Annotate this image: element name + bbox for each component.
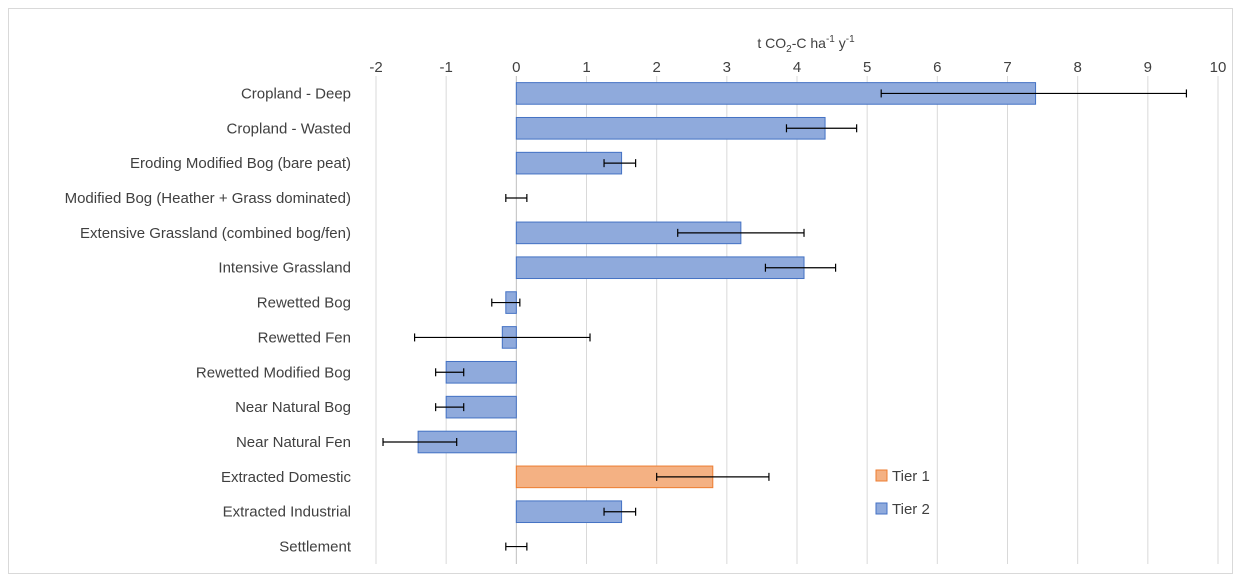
legend-swatch — [875, 502, 888, 515]
x-axis-label-sub: 2 — [786, 44, 792, 55]
category-label: Near Natural Bog — [235, 399, 351, 416]
x-axis-label: t CO2-C ha-1 y-1 — [757, 34, 855, 55]
x-tick-label: -2 — [369, 59, 382, 76]
bar — [515, 116, 826, 140]
category-labels: Cropland - Deep Cropland - Wasted Eroding … — [65, 85, 352, 555]
category-label: Extensive Grassland (combined bog/fen) — [80, 225, 351, 242]
gridlines — [375, 76, 1219, 564]
x-tick-label: 5 — [863, 59, 871, 76]
category-label: Rewetted Bog — [257, 295, 351, 312]
error-bars — [382, 89, 1188, 551]
bars — [417, 82, 1037, 524]
x-tick-label: 0 — [512, 59, 520, 76]
x-tick-label: 10 — [1210, 59, 1227, 76]
category-label: Rewetted Fen — [258, 329, 351, 346]
category-label: Extracted Domestic — [221, 469, 352, 486]
x-tick-label: 4 — [793, 59, 801, 76]
x-tick-label: 6 — [933, 59, 941, 76]
x-axis-label-sup1: -1 — [826, 34, 835, 45]
category-label: Modified Bog (Heather + Grass dominated) — [65, 190, 351, 207]
x-axis-label-base: t CO — [757, 35, 786, 51]
category-label: Rewetted Modified Bog — [196, 364, 351, 381]
x-tick-label: 2 — [652, 59, 660, 76]
x-tick-labels: -2 -1 0 1 2 3 4 5 6 7 8 9 10 — [369, 59, 1226, 76]
category-label: Cropland - Deep — [241, 85, 351, 102]
x-tick-label: 8 — [1073, 59, 1081, 76]
category-label: Extracted Industrial — [223, 504, 351, 521]
x-axis-label-gap: y — [835, 35, 846, 51]
category-label: Near Natural Fen — [236, 434, 351, 451]
category-label: Settlement — [279, 539, 352, 556]
legend-label: Tier 2 — [892, 501, 930, 518]
x-tick-label: 9 — [1144, 59, 1152, 76]
x-tick-label: 7 — [1003, 59, 1011, 76]
x-tick-label: 3 — [723, 59, 731, 76]
legend-swatch — [875, 469, 888, 482]
x-tick-label: 1 — [582, 59, 590, 76]
bar — [515, 256, 805, 280]
chart-frame — [8, 8, 1233, 574]
category-label: Eroding Modified Bog (bare peat) — [130, 155, 351, 172]
category-label: Cropland - Wasted — [227, 120, 352, 137]
x-axis-label-mid: -C ha — [792, 35, 826, 51]
legend-label: Tier 1 — [892, 468, 930, 485]
category-label: Intensive Grassland — [218, 260, 351, 277]
x-tick-label: -1 — [439, 59, 452, 76]
x-axis-label-sup2: -1 — [846, 34, 855, 45]
legend: Tier 1 Tier 2 — [875, 468, 930, 518]
